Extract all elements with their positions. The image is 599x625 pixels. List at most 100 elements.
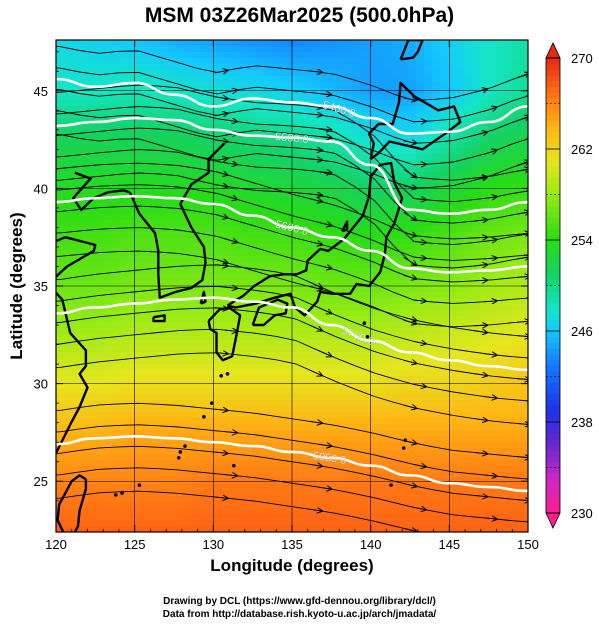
colorbar-segment xyxy=(546,69,560,76)
contour-label: 5850.0 xyxy=(312,450,347,467)
wind-arrow xyxy=(483,354,497,355)
wind-arrow xyxy=(309,464,322,466)
wind-arrow xyxy=(413,507,426,509)
colorbar-segment xyxy=(546,444,560,452)
y-tick-label: 30 xyxy=(34,377,48,392)
wind-arrow xyxy=(413,164,426,165)
colorbar-segment xyxy=(546,291,560,298)
coast-jeju xyxy=(152,314,166,323)
colorbar-tick-label: 254 xyxy=(571,233,593,248)
wind-arrow xyxy=(309,281,322,288)
island xyxy=(231,463,236,468)
colorbar-tick-label: 270 xyxy=(571,51,593,66)
colorbar-segment xyxy=(546,268,560,275)
wind-arrow xyxy=(309,159,322,160)
wind-arrow xyxy=(483,240,497,242)
coast-hokkaido xyxy=(367,81,462,161)
colorbar-segment xyxy=(546,137,560,144)
colorbar-segment xyxy=(546,177,560,184)
wind-arrow xyxy=(483,397,497,398)
wind-arrow xyxy=(403,528,417,531)
x-tick-label: 120 xyxy=(45,537,67,552)
wind-arrow xyxy=(483,258,497,259)
wind-arrow xyxy=(474,220,488,221)
wind-arrow xyxy=(309,114,322,115)
wind-arrow xyxy=(413,464,426,466)
wind-arrow xyxy=(474,374,488,376)
wind-arrow xyxy=(318,136,332,137)
colorbar-segment xyxy=(546,399,560,406)
wind-arrow xyxy=(403,232,417,235)
colorbar-segment xyxy=(546,257,560,264)
wind-arrow xyxy=(318,129,332,130)
wind-arrow xyxy=(309,241,322,244)
streamline xyxy=(56,149,528,246)
wind-arrow xyxy=(309,509,322,511)
streamline xyxy=(56,445,528,501)
wind-arrow xyxy=(474,280,488,281)
colorbar-segment xyxy=(546,331,560,338)
wind-arrow xyxy=(224,239,237,243)
wind-arrow xyxy=(224,196,237,200)
streamline xyxy=(56,46,528,101)
island xyxy=(183,444,187,448)
coast-korea xyxy=(128,142,226,299)
island xyxy=(209,401,214,405)
wind-arrow xyxy=(474,265,488,266)
streamline xyxy=(56,184,528,261)
wind-arrow xyxy=(483,107,497,112)
colorbar-segment xyxy=(546,114,560,122)
wind-arrow xyxy=(318,350,332,357)
island xyxy=(362,321,367,325)
wind-arrow xyxy=(413,257,426,258)
wind-arrow xyxy=(403,256,417,265)
colorbar-segment xyxy=(546,439,560,446)
coast-china xyxy=(56,235,97,457)
streamline xyxy=(56,227,528,304)
island xyxy=(176,456,181,460)
island xyxy=(219,374,223,378)
colorbar-min-arrow xyxy=(545,512,561,529)
colorbar-segment xyxy=(546,422,560,429)
island xyxy=(113,493,118,497)
colorbar-segment xyxy=(546,319,560,326)
colorbar-segment xyxy=(546,325,560,332)
colorbar-segment xyxy=(546,348,560,355)
wind-arrow xyxy=(474,331,488,333)
y-tick-label: 45 xyxy=(34,84,48,99)
coast-sakhalin xyxy=(399,40,424,61)
lat-lon-grid xyxy=(56,40,528,532)
colorbar-segment xyxy=(546,308,560,315)
wind-arrow xyxy=(309,199,322,202)
colorbar-segment xyxy=(546,473,560,480)
colorbar-segment xyxy=(546,171,560,179)
contour-line xyxy=(56,435,528,493)
streamline xyxy=(56,307,528,380)
y-tick-label: 25 xyxy=(34,474,48,489)
colorbar-segment xyxy=(546,131,560,139)
x-axis-label: Longitude (degrees) xyxy=(210,556,374,575)
wind-arrow xyxy=(214,97,228,99)
wind-arrow xyxy=(309,369,322,376)
streamline xyxy=(56,328,528,402)
wind-arrow xyxy=(403,320,417,323)
contour-line xyxy=(56,116,528,216)
wind-arrow xyxy=(474,132,488,135)
colorbar-segment xyxy=(546,467,560,474)
island xyxy=(401,446,406,450)
streamline xyxy=(56,84,528,181)
colorbar-segment xyxy=(546,166,560,173)
y-tick-label: 40 xyxy=(34,181,48,196)
wind-arrow xyxy=(318,307,332,314)
contour-label: 5500.0 xyxy=(275,131,310,146)
colorbar-segment xyxy=(546,194,560,201)
wind-arrow xyxy=(403,169,417,177)
wind-arrow xyxy=(318,444,332,446)
wind-arrow xyxy=(413,300,426,301)
colorbar-segment xyxy=(546,109,560,116)
coast-honshu xyxy=(226,161,404,317)
coast-china-north xyxy=(72,171,131,212)
wind-arrow xyxy=(413,241,426,242)
streamline xyxy=(56,352,528,425)
